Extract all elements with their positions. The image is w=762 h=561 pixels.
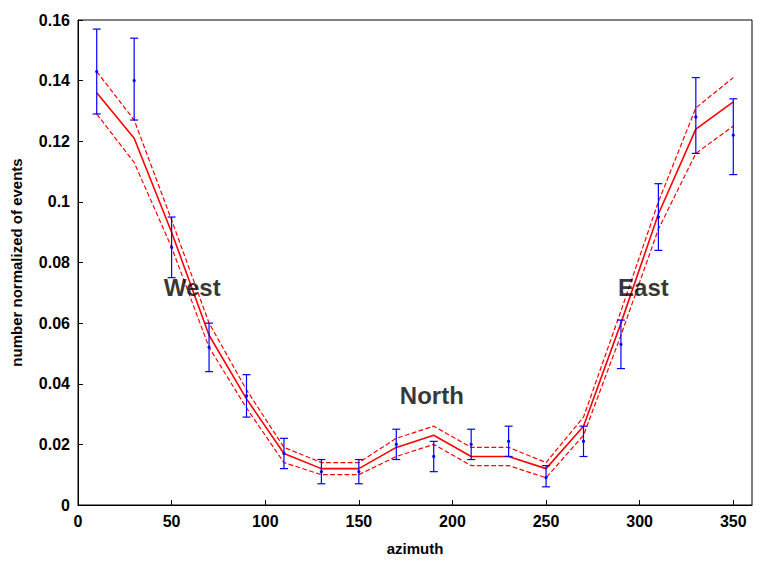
- svg-text:0: 0: [61, 497, 70, 514]
- svg-text:0.04: 0.04: [39, 375, 70, 392]
- svg-text:300: 300: [626, 513, 653, 530]
- svg-text:50: 50: [163, 513, 181, 530]
- svg-text:North: North: [400, 382, 464, 409]
- svg-text:0.08: 0.08: [39, 254, 70, 271]
- svg-text:West: West: [164, 274, 221, 301]
- svg-text:150: 150: [345, 513, 372, 530]
- svg-text:0.06: 0.06: [39, 315, 70, 332]
- svg-text:0.02: 0.02: [39, 436, 70, 453]
- svg-text:0.16: 0.16: [39, 12, 70, 29]
- svg-text:0.14: 0.14: [39, 72, 70, 89]
- svg-text:0: 0: [74, 513, 83, 530]
- svg-text:250: 250: [533, 513, 560, 530]
- svg-text:200: 200: [439, 513, 466, 530]
- svg-text:0.1: 0.1: [48, 193, 70, 210]
- svg-text:350: 350: [720, 513, 747, 530]
- svg-text:number normalized of events: number normalized of events: [8, 158, 25, 366]
- svg-text:azimuth: azimuth: [387, 540, 444, 557]
- svg-text:100: 100: [252, 513, 279, 530]
- svg-text:0.12: 0.12: [39, 133, 70, 150]
- svg-text:East: East: [618, 274, 669, 301]
